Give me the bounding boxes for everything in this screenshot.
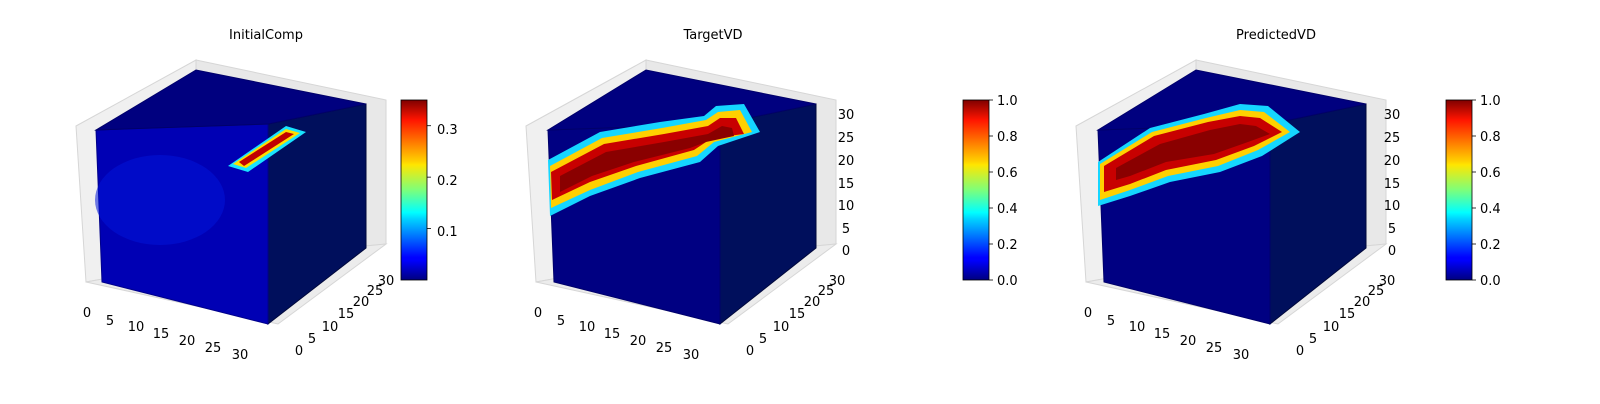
cube-top-face bbox=[94, 69, 367, 131]
colorbar-tick-label: 0.4 bbox=[1480, 202, 1501, 217]
y-tick-label: 0 bbox=[746, 344, 754, 359]
colorbar-tick-label: 0.2 bbox=[1480, 238, 1501, 253]
band-core bbox=[1116, 124, 1270, 180]
panel-targetvd: TargetVD 0 5 10 15 20 25 30 0 5 10 15 20… bbox=[525, 28, 1018, 363]
x-tick-label: 20 bbox=[1180, 334, 1197, 349]
colorbar: 0.1 0.2 0.3 bbox=[400, 99, 458, 281]
x-tick-label: 5 bbox=[557, 314, 565, 329]
x-tick-label: 5 bbox=[106, 314, 114, 329]
colorbar-tick-label: 1.0 bbox=[997, 94, 1018, 109]
y-tick-label: 20 bbox=[804, 295, 821, 310]
y-axis: 0 5 10 15 20 25 30 bbox=[1296, 274, 1395, 359]
y-axis: 0 5 10 15 20 25 30 bbox=[746, 274, 845, 359]
x-axis: 0 5 10 15 20 25 30 bbox=[1084, 306, 1249, 363]
colorbar-tick-label: 0.6 bbox=[1480, 166, 1501, 181]
colorbar-tick-label: 0.8 bbox=[997, 130, 1018, 145]
x-tick-label: 25 bbox=[205, 341, 222, 356]
z-axis: 0 5 10 15 20 25 30 bbox=[1384, 108, 1401, 259]
y-tick-label: 20 bbox=[353, 295, 370, 310]
x-tick-label: 15 bbox=[153, 327, 170, 342]
front-soft-region bbox=[95, 155, 225, 245]
y-tick-label: 30 bbox=[829, 274, 846, 289]
z-tick-label: 5 bbox=[842, 222, 850, 237]
panel-title: InitialComp bbox=[229, 28, 303, 43]
y-tick-label: 30 bbox=[1379, 274, 1396, 289]
x-tick-label: 30 bbox=[1233, 348, 1250, 363]
y-tick-label: 15 bbox=[338, 307, 355, 322]
y-tick-label: 25 bbox=[1368, 284, 1385, 299]
y-tick-label: 20 bbox=[1354, 295, 1371, 310]
z-tick-label: 0 bbox=[842, 244, 850, 259]
y-tick-label: 25 bbox=[818, 284, 835, 299]
z-tick-label: 30 bbox=[838, 108, 855, 123]
z-tick-label: 15 bbox=[838, 177, 855, 192]
colorbar-tick-label: 0.1 bbox=[437, 225, 458, 240]
y-tick-label: 0 bbox=[295, 344, 303, 359]
panel-predictedvd: PredictedVD 0 5 10 15 20 25 30 0 5 10 15… bbox=[1075, 28, 1501, 363]
z-tick-label: 15 bbox=[1384, 177, 1401, 192]
panel-title: TargetVD bbox=[682, 28, 742, 43]
x-tick-label: 30 bbox=[683, 348, 700, 363]
z-axis: 0 5 10 15 20 25 30 bbox=[838, 108, 855, 259]
z-tick-label: 10 bbox=[838, 199, 855, 214]
y-tick-label: 10 bbox=[322, 320, 339, 335]
y-tick-label: 5 bbox=[308, 332, 316, 347]
x-tick-label: 0 bbox=[534, 306, 542, 321]
panel-initialcomp: InitialComp 0 5 10 15 20 25 30 0 5 10 15 bbox=[75, 28, 458, 363]
y-tick-label: 30 bbox=[378, 274, 395, 289]
colorbar-gradient bbox=[962, 99, 990, 281]
z-tick-label: 20 bbox=[838, 154, 855, 169]
colorbar-tick-label: 1.0 bbox=[1480, 94, 1501, 109]
z-tick-label: 5 bbox=[1388, 222, 1396, 237]
y-tick-label: 15 bbox=[1339, 307, 1356, 322]
x-axis: 0 5 10 15 20 25 30 bbox=[534, 306, 699, 363]
y-tick-label: 15 bbox=[789, 307, 806, 322]
panel-title: PredictedVD bbox=[1236, 28, 1316, 43]
colorbar-tick-label: 0.6 bbox=[997, 166, 1018, 181]
y-tick-label: 10 bbox=[773, 320, 790, 335]
z-tick-label: 30 bbox=[1384, 108, 1401, 123]
x-tick-label: 10 bbox=[128, 320, 145, 335]
y-tick-label: 25 bbox=[367, 284, 384, 299]
x-tick-label: 25 bbox=[1206, 341, 1223, 356]
z-tick-label: 25 bbox=[1384, 131, 1401, 146]
colorbar-tick-label: 0.0 bbox=[1480, 274, 1501, 289]
x-tick-label: 10 bbox=[1129, 320, 1146, 335]
colorbar-tick-label: 0.2 bbox=[437, 174, 458, 189]
colorbar: 0.0 0.2 0.4 0.6 0.8 1.0 bbox=[1445, 94, 1501, 289]
y-tick-label: 5 bbox=[1309, 332, 1317, 347]
z-tick-label: 20 bbox=[1384, 154, 1401, 169]
y-tick-label: 0 bbox=[1296, 344, 1304, 359]
z-tick-label: 25 bbox=[838, 131, 855, 146]
x-tick-label: 15 bbox=[1154, 327, 1171, 342]
band-core bbox=[560, 126, 734, 192]
colorbar-tick-label: 0.8 bbox=[1480, 130, 1501, 145]
x-tick-label: 20 bbox=[630, 334, 647, 349]
colorbar-tick-label: 0.0 bbox=[997, 274, 1018, 289]
x-tick-label: 10 bbox=[579, 320, 596, 335]
hotspot-red bbox=[239, 132, 294, 166]
colorbar-tick-label: 0.2 bbox=[997, 238, 1018, 253]
x-tick-label: 30 bbox=[232, 348, 249, 363]
x-tick-label: 0 bbox=[83, 306, 91, 321]
colorbar: 0.0 0.2 0.4 0.6 0.8 1.0 bbox=[962, 94, 1018, 289]
x-tick-label: 5 bbox=[1107, 314, 1115, 329]
y-axis: 0 5 10 15 20 25 30 bbox=[295, 274, 394, 359]
y-tick-label: 10 bbox=[1323, 320, 1340, 335]
x-tick-label: 0 bbox=[1084, 306, 1092, 321]
colorbar-gradient bbox=[1445, 99, 1473, 281]
z-tick-label: 10 bbox=[1384, 199, 1401, 214]
colorbar-tick-label: 0.4 bbox=[997, 202, 1018, 217]
z-tick-label: 0 bbox=[1388, 244, 1396, 259]
colorbar-tick-label: 0.3 bbox=[437, 123, 458, 138]
x-axis: 0 5 10 15 20 25 30 bbox=[83, 306, 248, 363]
x-tick-label: 15 bbox=[604, 327, 621, 342]
x-tick-label: 25 bbox=[656, 341, 673, 356]
colorbar-gradient bbox=[400, 99, 428, 281]
x-tick-label: 20 bbox=[179, 334, 196, 349]
y-tick-label: 5 bbox=[759, 332, 767, 347]
